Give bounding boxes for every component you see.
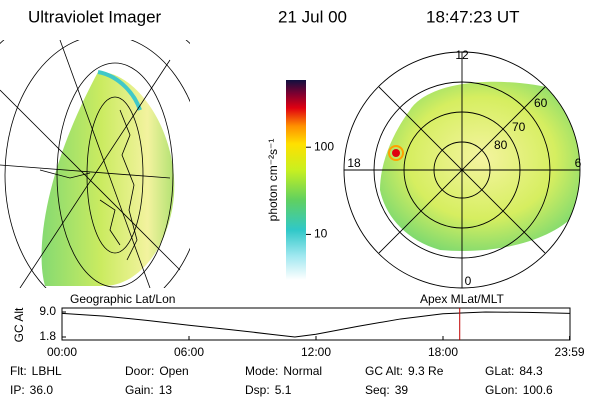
- status-label: GLon:: [485, 383, 518, 397]
- alt-xtick-label: 06:00: [174, 345, 204, 359]
- mlt-label: 0: [465, 274, 472, 288]
- alt-xtick-label: 12:00: [301, 345, 331, 359]
- status-value: Normal: [283, 364, 322, 378]
- status-label: GLat:: [485, 364, 514, 378]
- left-map-label: Geographic Lat/Lon: [70, 292, 175, 306]
- colorbar: [286, 80, 306, 280]
- status-value: 36.0: [30, 383, 54, 397]
- geographic-map: [0, 40, 190, 288]
- title: Ultraviolet Imager: [28, 7, 162, 26]
- status-label: Door:: [125, 364, 154, 378]
- status-label: Seq:: [365, 383, 390, 397]
- status-value: 39: [395, 383, 409, 397]
- time: 18:47:23 UT: [426, 7, 520, 26]
- alt-xtick-label: 00:00: [47, 345, 77, 359]
- status-label: IP:: [10, 383, 25, 397]
- colorbar-tick-label: 100: [314, 139, 334, 153]
- status-value: 9.3 Re: [408, 364, 444, 378]
- alt-ylabel: GC Alt: [12, 307, 26, 342]
- status-label: Dsp:: [245, 383, 270, 397]
- mlt-label: 12: [455, 48, 469, 62]
- status-value: Open: [159, 364, 188, 378]
- alt-ytick-label: 1.8: [39, 329, 56, 343]
- right-map-label: Apex MLat/MLT: [420, 292, 504, 306]
- mlt-label: 6: [575, 156, 582, 170]
- alt-xtick-label: 18:00: [428, 345, 458, 359]
- alt-ytick-label: 9.0: [39, 304, 56, 318]
- status-label: Mode:: [245, 364, 278, 378]
- alt-frame: [61, 307, 571, 341]
- alt-line: [61, 311, 571, 338]
- status-label: GC Alt:: [365, 364, 403, 378]
- colorbar-label: photon cm⁻²s⁻¹: [266, 139, 280, 222]
- magnetic-map: 12 18 6 0 60 70 80: [343, 48, 582, 289]
- status-value: 100.6: [523, 383, 553, 397]
- status-label: Flt:: [10, 364, 27, 378]
- alt-xtick-label: 23:59: [555, 345, 585, 359]
- mlt-label: 18: [347, 156, 361, 170]
- status-value: 84.3: [519, 364, 543, 378]
- status-value: 5.1: [275, 383, 292, 397]
- date: 21 Jul 00: [278, 7, 347, 26]
- mlat-label: 80: [494, 138, 508, 152]
- status-value: 13: [159, 383, 173, 397]
- mlat-label: 70: [512, 120, 526, 134]
- status-label: Gain:: [125, 383, 154, 397]
- status-value: LBHL: [32, 364, 62, 378]
- mlat-label: 60: [534, 96, 548, 110]
- colorbar-tick-label: 10: [314, 227, 328, 241]
